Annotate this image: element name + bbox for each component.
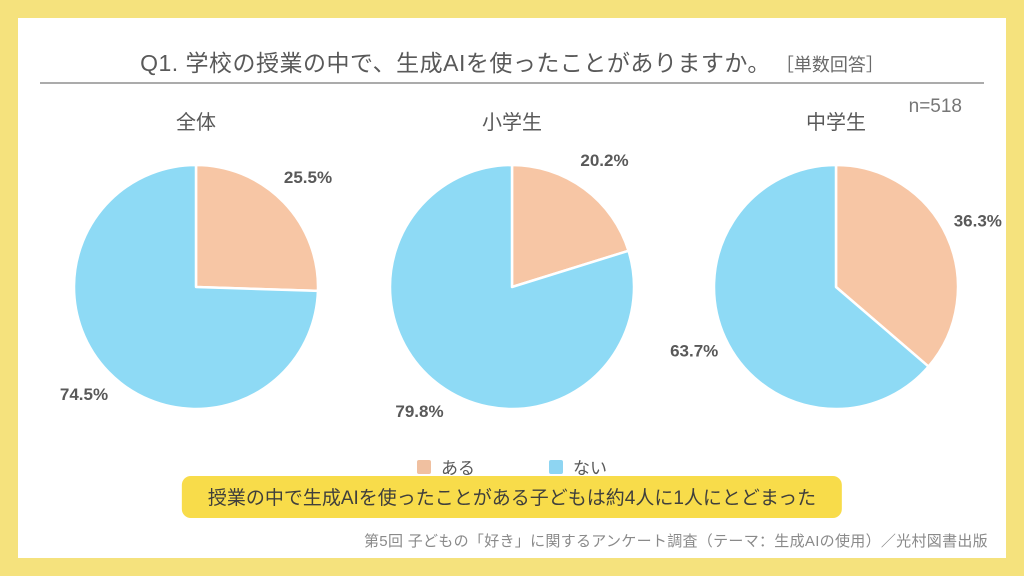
pie-overall: 25.5% 74.5% <box>60 163 332 411</box>
pie-slice-ない <box>388 163 636 411</box>
pie-slice-ない <box>72 163 320 411</box>
pie-chart-overall: 全体 25.5% 74.5% <box>26 106 366 435</box>
pie-value-label: 25.5% <box>284 168 332 187</box>
answer-type-annotation: ［単数回答］ <box>784 55 884 75</box>
pie-chart-elementary: 小学生 20.2% 79.8% <box>342 106 682 435</box>
key-finding-callout: 授業の中で生成AIを使ったことがある子どもは約4人に1人にとどまった <box>181 476 843 518</box>
legend-label-aru: ある <box>441 459 475 478</box>
pie-slice-ある <box>510 163 630 289</box>
source-attribution: 第5回 子どもの「好き」に関するアンケート調査（テーマ：生成AIの使用）／光村図… <box>364 533 988 550</box>
legend: ある ない <box>18 454 1006 479</box>
pie-slice-ある <box>194 163 320 293</box>
pie-chart-title: 全体 <box>176 112 216 134</box>
pie-junior-high: 36.3% 63.7% <box>670 163 1002 411</box>
content-panel: Q1. 学校の授業の中で、生成AIを使ったことがありますか。 ［単数回答］ n=5… <box>18 18 1006 558</box>
legend-label-nai: ない <box>573 459 607 478</box>
legend-item-nai: ない <box>549 454 607 479</box>
pie-chart-junior-high: 中学生 36.3% 63.7% <box>666 106 1006 435</box>
pie-slice-ある <box>834 163 960 368</box>
legend-swatch-aru <box>417 459 431 474</box>
pie-value-label: 36.3% <box>954 211 1002 230</box>
pie-elementary: 20.2% 79.8% <box>388 151 636 421</box>
sample-size-label: n=518 <box>908 96 962 117</box>
pie-value-label: 79.8% <box>395 402 443 421</box>
legend-item-aru: ある <box>417 454 475 479</box>
pie-chart-title: 中学生 <box>806 112 866 134</box>
question-title-row: Q1. 学校の授業の中で、生成AIを使ったことがありますか。 ［単数回答］ <box>18 44 1006 78</box>
pie-value-label: 74.5% <box>60 385 108 404</box>
title-divider <box>40 82 984 84</box>
pie-chart-title: 小学生 <box>482 112 542 134</box>
pie-slice-ない <box>712 163 930 411</box>
legend-swatch-nai <box>549 459 563 474</box>
pie-value-label: 20.2% <box>580 151 628 170</box>
pie-value-label: 63.7% <box>670 342 718 361</box>
question-title: Q1. 学校の授業の中で、生成AIを使ったことがありますか。 <box>140 50 771 76</box>
